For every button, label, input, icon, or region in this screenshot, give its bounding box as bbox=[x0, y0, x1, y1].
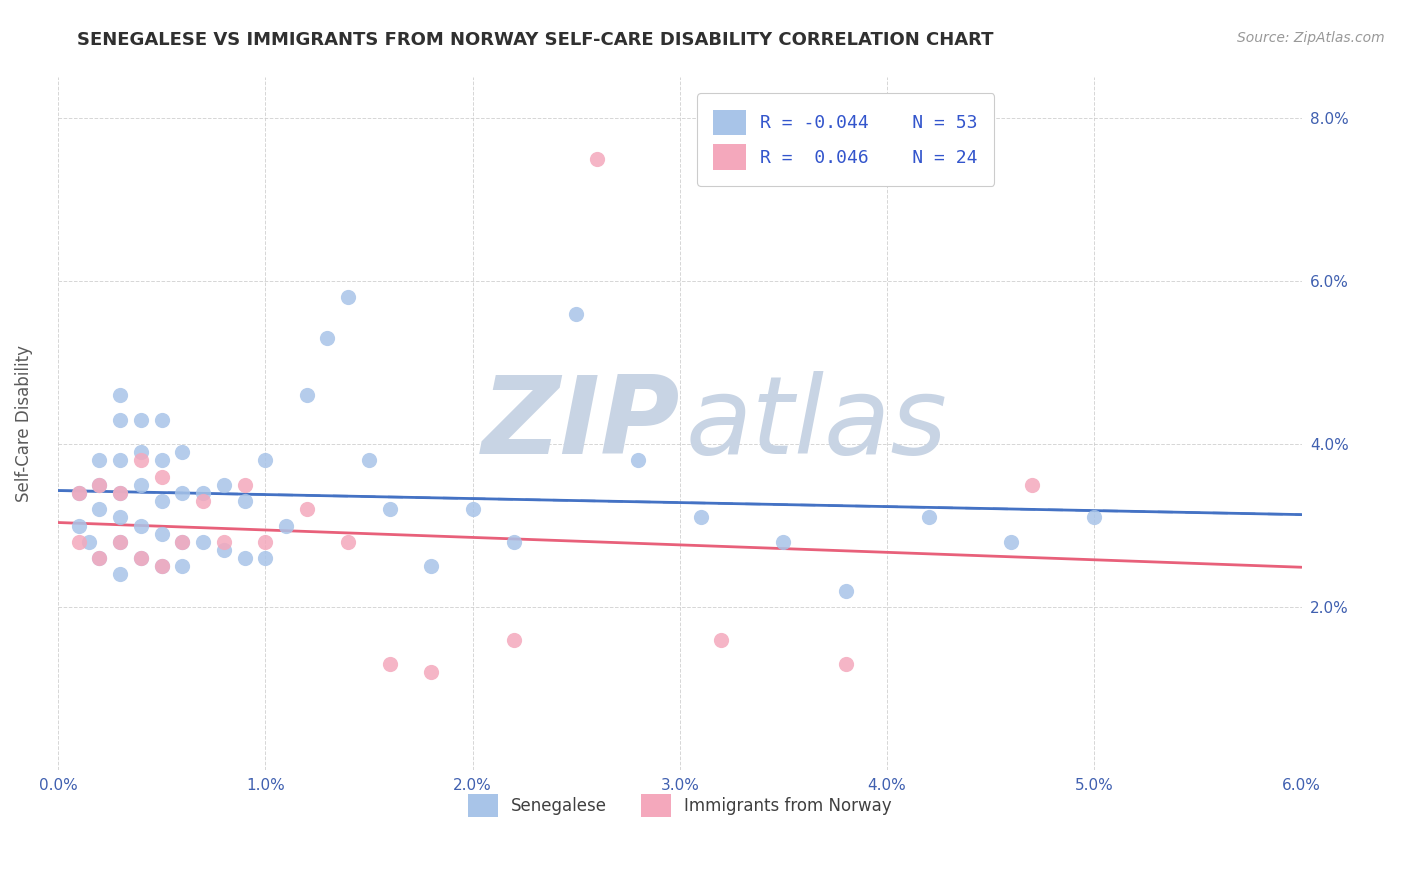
Point bbox=[565, 307, 588, 321]
Point bbox=[295, 502, 318, 516]
Point bbox=[191, 486, 214, 500]
Point bbox=[586, 152, 609, 166]
Point bbox=[172, 486, 194, 500]
Point bbox=[1000, 534, 1022, 549]
Point bbox=[172, 534, 194, 549]
Point bbox=[233, 494, 256, 508]
Point bbox=[503, 632, 526, 647]
Point bbox=[77, 534, 100, 549]
Text: Source: ZipAtlas.com: Source: ZipAtlas.com bbox=[1237, 31, 1385, 45]
Point bbox=[461, 502, 484, 516]
Point bbox=[89, 453, 111, 467]
Point bbox=[67, 486, 90, 500]
Text: ZIP: ZIP bbox=[481, 371, 681, 476]
Point bbox=[834, 583, 856, 598]
Point bbox=[67, 518, 90, 533]
Point bbox=[212, 478, 235, 492]
Point bbox=[274, 518, 297, 533]
Text: SENEGALESE VS IMMIGRANTS FROM NORWAY SELF-CARE DISABILITY CORRELATION CHART: SENEGALESE VS IMMIGRANTS FROM NORWAY SEL… bbox=[77, 31, 994, 49]
Point bbox=[834, 657, 856, 671]
Point bbox=[129, 551, 152, 566]
Point bbox=[254, 534, 277, 549]
Point bbox=[150, 469, 173, 483]
Point bbox=[129, 551, 152, 566]
Point bbox=[89, 551, 111, 566]
Point bbox=[212, 534, 235, 549]
Legend: Senegalese, Immigrants from Norway: Senegalese, Immigrants from Norway bbox=[461, 787, 898, 824]
Point bbox=[89, 502, 111, 516]
Point bbox=[150, 559, 173, 574]
Point bbox=[337, 534, 360, 549]
Point bbox=[772, 534, 794, 549]
Point bbox=[129, 518, 152, 533]
Point bbox=[254, 453, 277, 467]
Point bbox=[337, 290, 360, 304]
Point bbox=[108, 510, 131, 524]
Point bbox=[67, 486, 90, 500]
Point bbox=[172, 559, 194, 574]
Point bbox=[710, 632, 733, 647]
Point bbox=[357, 453, 380, 467]
Point bbox=[420, 559, 443, 574]
Point bbox=[254, 551, 277, 566]
Point bbox=[129, 478, 152, 492]
Text: atlas: atlas bbox=[686, 371, 948, 476]
Point bbox=[89, 478, 111, 492]
Point bbox=[150, 412, 173, 426]
Point bbox=[108, 534, 131, 549]
Point bbox=[108, 453, 131, 467]
Point bbox=[503, 534, 526, 549]
Point bbox=[89, 478, 111, 492]
Point bbox=[172, 534, 194, 549]
Point bbox=[233, 551, 256, 566]
Y-axis label: Self-Care Disability: Self-Care Disability bbox=[15, 345, 32, 502]
Point bbox=[108, 567, 131, 582]
Point bbox=[689, 510, 711, 524]
Point bbox=[129, 412, 152, 426]
Point bbox=[378, 502, 401, 516]
Point bbox=[150, 559, 173, 574]
Point bbox=[917, 510, 939, 524]
Point bbox=[129, 445, 152, 459]
Point bbox=[89, 551, 111, 566]
Point bbox=[150, 494, 173, 508]
Point bbox=[1083, 510, 1105, 524]
Point bbox=[108, 534, 131, 549]
Point bbox=[420, 665, 443, 680]
Point bbox=[378, 657, 401, 671]
Point bbox=[129, 453, 152, 467]
Point bbox=[212, 543, 235, 558]
Point bbox=[191, 534, 214, 549]
Point bbox=[150, 453, 173, 467]
Point bbox=[627, 453, 650, 467]
Point bbox=[108, 486, 131, 500]
Point bbox=[233, 478, 256, 492]
Point bbox=[295, 388, 318, 402]
Point bbox=[108, 486, 131, 500]
Point bbox=[108, 388, 131, 402]
Point bbox=[67, 534, 90, 549]
Point bbox=[316, 331, 339, 345]
Point bbox=[172, 445, 194, 459]
Point bbox=[150, 526, 173, 541]
Point bbox=[1021, 478, 1043, 492]
Point bbox=[108, 412, 131, 426]
Point bbox=[191, 494, 214, 508]
